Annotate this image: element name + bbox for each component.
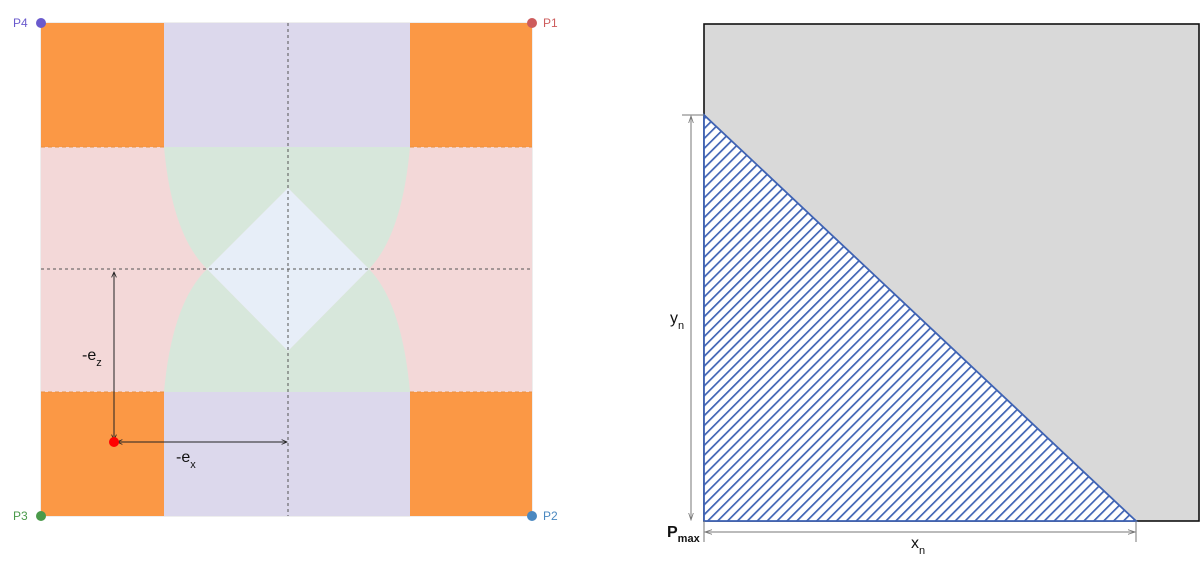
- corner-label-p2: P2: [543, 509, 558, 523]
- corner-point-p1: [527, 18, 537, 28]
- corner-zone-top-left: [41, 23, 164, 147]
- corner-point-p4: [36, 18, 46, 28]
- lobe-bottom-right: [288, 269, 410, 392]
- corner-point-p2: [527, 511, 537, 521]
- corner-label-p1: P1: [543, 16, 558, 30]
- eccentric-point: [109, 437, 119, 447]
- corner-zone-bottom-right: [410, 392, 532, 516]
- ez-label: -ez: [82, 347, 102, 369]
- corner-zone-bottom-left: [41, 392, 164, 516]
- ex-label: -ex: [176, 449, 196, 471]
- yn-label: yn: [670, 310, 684, 332]
- pmax-label: Pmax: [667, 524, 701, 545]
- lobe-top-left: [164, 147, 288, 269]
- corner-zone-top-right: [410, 23, 532, 147]
- left-diagram: -ez -ex P4 P1 P3 P2: [13, 16, 558, 523]
- lobe-top-right: [288, 147, 410, 269]
- xn-label: xn: [911, 535, 925, 557]
- corner-label-p3: P3: [13, 509, 28, 523]
- corner-point-p3: [36, 511, 46, 521]
- lobe-bottom-left: [164, 269, 288, 392]
- zone-edges: [41, 146, 532, 393]
- right-diagram: yn xn Pmax: [667, 23, 1200, 557]
- compression-zone: [703, 112, 1139, 522]
- corner-label-p4: P4: [13, 16, 28, 30]
